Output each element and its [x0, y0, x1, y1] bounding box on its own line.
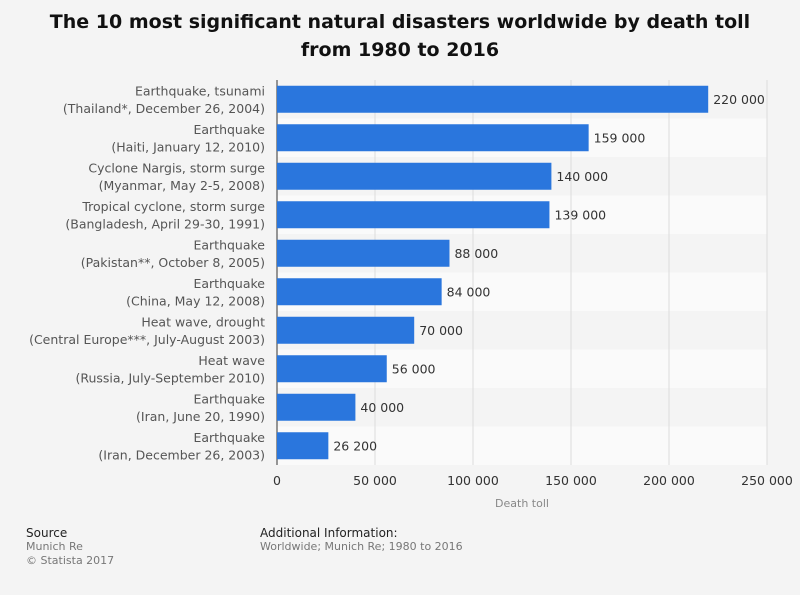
- category-label: Earthquake: [193, 276, 265, 291]
- category-label: (Bangladesh, April 29-30, 1991): [65, 216, 265, 231]
- chart-title-line-2: from 1980 to 2016: [300, 39, 500, 61]
- additional-info-text: Worldwide; Munich Re; 1980 to 2016: [260, 540, 463, 553]
- x-tick-label: 250 000: [741, 473, 793, 488]
- category-label: (Russia, July-September 2010): [75, 370, 265, 385]
- value-label: 56 000: [392, 361, 436, 376]
- value-label: 88 000: [454, 246, 498, 261]
- x-axis-label: Death toll: [495, 497, 549, 510]
- category-label: Heat wave: [198, 353, 265, 368]
- bar: [277, 316, 415, 344]
- category-label: (Pakistan**, October 8, 2005): [81, 255, 265, 270]
- x-tick-label: 0: [273, 473, 281, 488]
- category-label: Earthquake: [193, 122, 265, 137]
- x-tick-label: 50 000: [353, 473, 397, 488]
- source-block: Source Munich Re © Statista 2017: [26, 526, 114, 568]
- bar: [277, 201, 550, 229]
- chart-title-line-1: The 10 most significant natural disaster…: [49, 11, 751, 33]
- category-label: Earthquake: [193, 391, 265, 406]
- additional-info-block: Additional Information: Worldwide; Munic…: [260, 526, 463, 554]
- x-tick-label: 150 000: [545, 473, 597, 488]
- category-label: (Thailand*, December 26, 2004): [63, 101, 265, 116]
- category-label: (Central Europe***, July-August 2003): [29, 332, 265, 347]
- category-label: (China, May 12, 2008): [126, 293, 265, 308]
- category-label: Cyclone Nargis, storm surge: [88, 160, 265, 175]
- source-heading: Source: [26, 526, 68, 540]
- bar: [277, 432, 329, 460]
- additional-info-heading: Additional Information:: [260, 526, 398, 540]
- value-label: 159 000: [594, 130, 646, 145]
- value-label: 70 000: [419, 323, 463, 338]
- bar: [277, 355, 387, 383]
- row-band: [277, 388, 767, 427]
- bar: [277, 85, 709, 113]
- bar: [277, 124, 589, 152]
- bar: [277, 239, 450, 267]
- value-label: 220 000: [713, 92, 765, 107]
- category-label: (Haiti, January 12, 2010): [111, 139, 265, 154]
- category-label: Heat wave, drought: [141, 314, 265, 329]
- value-label: 140 000: [556, 169, 608, 184]
- category-label: Tropical cyclone, storm surge: [81, 199, 265, 214]
- category-label: Earthquake, tsunami: [135, 83, 265, 98]
- value-label: 26 200: [333, 438, 377, 453]
- bar: [277, 162, 552, 190]
- x-tick-label: 100 000: [447, 473, 499, 488]
- x-tick-label: 200 000: [643, 473, 695, 488]
- category-label: Earthquake: [193, 237, 265, 252]
- value-label: 40 000: [360, 400, 404, 415]
- value-label: 84 000: [447, 284, 491, 299]
- category-label: (Iran, June 20, 1990): [136, 409, 265, 424]
- copyright-text: © Statista 2017: [26, 554, 115, 567]
- value-label: 139 000: [554, 207, 606, 222]
- category-label: (Iran, December 26, 2003): [98, 447, 265, 462]
- row-band: [277, 426, 767, 465]
- chart-title: The 10 most significant natural disaster…: [0, 8, 800, 64]
- category-label: Earthquake: [193, 430, 265, 445]
- category-label: (Myanmar, May 2-5, 2008): [99, 178, 265, 193]
- bar: [277, 393, 356, 421]
- source-text: Munich Re: [26, 540, 83, 553]
- bar: [277, 278, 442, 306]
